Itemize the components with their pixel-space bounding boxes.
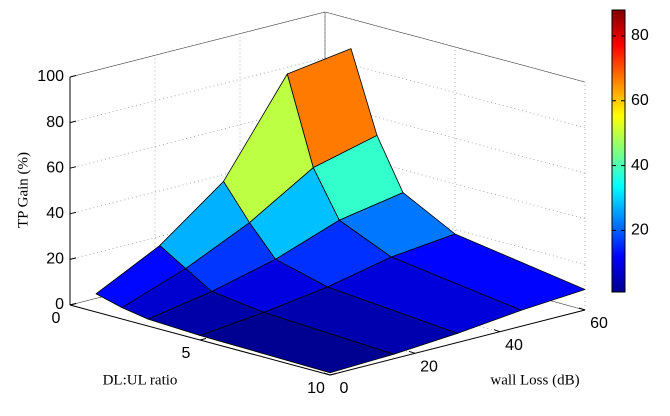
box-edge xyxy=(69,11,326,78)
x-tick-label: 40 xyxy=(505,337,523,354)
surface xyxy=(95,48,586,374)
z-tick-label: 80 xyxy=(46,114,64,131)
x-axis-label: wall Loss (dB) xyxy=(490,372,579,388)
axes: 0 20 40 60 80 100 0 20 40 60 0 5 10 xyxy=(37,68,608,397)
z-axis-label: TP Gain (%) xyxy=(15,152,31,228)
z-tick-label: 0 xyxy=(55,296,64,313)
y-tick-label: 5 xyxy=(182,345,191,362)
x-tick xyxy=(408,350,416,354)
z-tick xyxy=(69,211,77,215)
x-tick xyxy=(578,307,586,311)
z-tick xyxy=(69,120,77,124)
x-tick-label: 0 xyxy=(340,380,349,397)
grid-line xyxy=(324,57,586,128)
axis-line xyxy=(69,304,331,376)
colorbar-tick-label: 20 xyxy=(631,222,649,239)
y-tick xyxy=(69,303,77,306)
z-tick-label: 100 xyxy=(37,68,64,85)
x-tick xyxy=(493,329,501,333)
z-tick-label: 40 xyxy=(46,205,64,222)
colorbar-tick-label: 80 xyxy=(631,27,649,44)
axis-line xyxy=(329,309,586,376)
colorbar xyxy=(611,9,626,293)
x-tick-label: 60 xyxy=(590,315,608,332)
z-tick xyxy=(69,75,77,78)
z-tick xyxy=(69,257,77,260)
grid-line xyxy=(324,11,586,83)
z-tick xyxy=(69,166,77,169)
y-axis-label: DL:UL ratio xyxy=(103,372,178,388)
y-tick-label: 10 xyxy=(307,380,325,397)
colorbar-tick-label: 40 xyxy=(631,157,649,174)
y-tick-label: 0 xyxy=(52,310,61,327)
surface-cell xyxy=(199,311,395,374)
y-tick xyxy=(199,338,207,341)
colorbar-tick-label: 60 xyxy=(631,92,649,109)
x-tick-label: 20 xyxy=(420,359,438,376)
z-tick-label: 20 xyxy=(46,251,64,268)
z-tick-label: 60 xyxy=(46,159,64,176)
